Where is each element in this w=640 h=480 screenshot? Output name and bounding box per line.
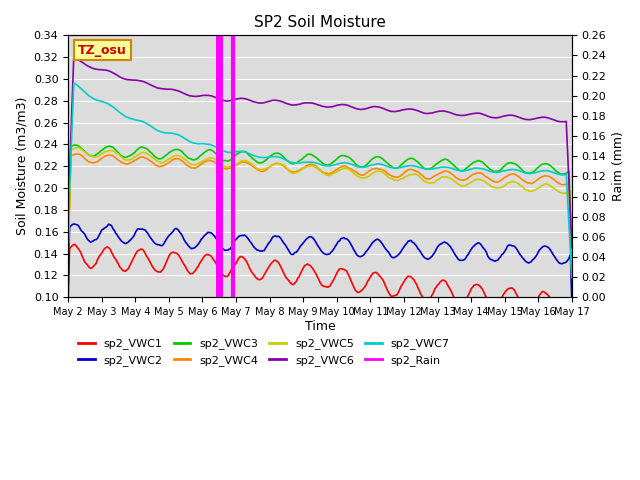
Title: SP2 Soil Moisture: SP2 Soil Moisture [254,15,386,30]
Legend: sp2_VWC1, sp2_VWC2, sp2_VWC3, sp2_VWC4, sp2_VWC5, sp2_VWC6, sp2_VWC7, sp2_Rain: sp2_VWC1, sp2_VWC2, sp2_VWC3, sp2_VWC4, … [74,334,454,370]
Y-axis label: Soil Moisture (m3/m3): Soil Moisture (m3/m3) [15,97,28,236]
Text: TZ_osu: TZ_osu [78,44,127,57]
X-axis label: Time: Time [305,320,335,333]
Y-axis label: Raim (mm): Raim (mm) [612,132,625,201]
